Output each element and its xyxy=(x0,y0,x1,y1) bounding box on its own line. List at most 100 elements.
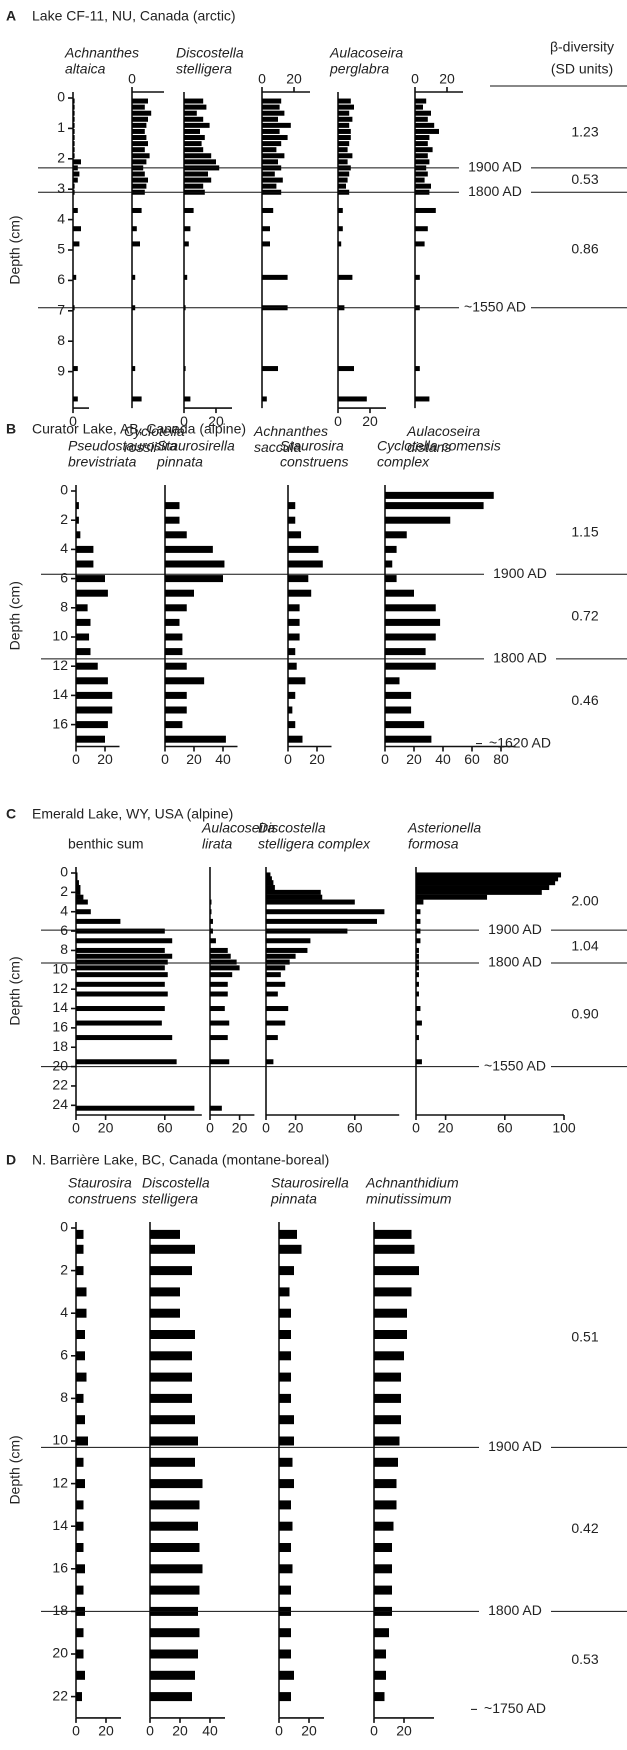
y-tick-label: 16 xyxy=(52,1019,68,1035)
taxon-name: stelligera complex xyxy=(258,836,371,852)
bar xyxy=(210,1059,230,1065)
bar xyxy=(150,1670,195,1680)
bar xyxy=(150,1415,195,1425)
panel-letter: B xyxy=(6,421,16,437)
y-tick-label: 12 xyxy=(52,657,68,673)
beta-diversity: 0.46 xyxy=(571,692,598,708)
y-tick-label: 10 xyxy=(52,1432,68,1448)
bar xyxy=(132,241,140,247)
y-tick-label: 4 xyxy=(60,540,68,556)
x-tick-label: 0 xyxy=(72,1723,80,1739)
bar xyxy=(165,545,213,553)
bar xyxy=(73,171,80,177)
bar xyxy=(338,116,353,122)
bar xyxy=(150,1564,203,1574)
bar xyxy=(338,274,353,280)
label-bg xyxy=(484,565,556,584)
taxon-name: construens xyxy=(280,454,348,470)
bar xyxy=(338,110,350,116)
bar xyxy=(374,1500,397,1510)
bar xyxy=(416,972,419,978)
bar xyxy=(76,894,84,900)
bar xyxy=(279,1521,293,1531)
x-tick-label: 20 xyxy=(232,1120,248,1136)
panel-title: Emerald Lake, WY, USA (alpine) xyxy=(32,806,233,822)
bar xyxy=(210,1020,230,1026)
bar xyxy=(415,274,420,280)
beta-diversity: 1.04 xyxy=(571,937,598,953)
bar xyxy=(279,1436,294,1446)
bar xyxy=(210,981,228,987)
bar xyxy=(165,502,180,510)
x-tick-label: 40 xyxy=(202,1723,218,1739)
panel-letter: C xyxy=(6,806,16,822)
bar xyxy=(210,965,240,971)
bar xyxy=(76,991,168,997)
bar xyxy=(150,1287,180,1297)
bar xyxy=(262,98,282,104)
bar xyxy=(416,1059,422,1065)
taxon-name: altaica xyxy=(65,61,106,77)
bar xyxy=(76,1035,173,1041)
bar xyxy=(76,1351,85,1361)
bar xyxy=(210,1105,222,1111)
bar xyxy=(76,531,81,539)
x-tick-label: 0 xyxy=(72,1120,80,1136)
bar xyxy=(279,1308,291,1318)
bar xyxy=(76,1521,84,1531)
bar xyxy=(262,274,288,280)
bar xyxy=(150,1457,195,1467)
bar xyxy=(76,1500,84,1510)
bar xyxy=(76,1670,85,1680)
horizon-label: ~1550 AD xyxy=(464,298,526,314)
bar xyxy=(385,531,407,539)
bar xyxy=(76,889,81,895)
bar xyxy=(288,662,297,670)
bar xyxy=(266,953,296,959)
taxon-name: Aulacoseira xyxy=(201,820,275,836)
bar xyxy=(76,1020,162,1026)
x-tick-label: 60 xyxy=(157,1120,173,1136)
bar xyxy=(150,1330,195,1339)
bar xyxy=(184,116,204,122)
x-tick-label: 0 xyxy=(258,71,266,87)
bar xyxy=(288,604,300,612)
bar xyxy=(288,618,300,626)
bar xyxy=(266,1006,289,1012)
bar xyxy=(184,122,210,128)
bar xyxy=(415,159,430,165)
bar xyxy=(150,1372,192,1382)
y-tick-label: 18 xyxy=(52,1602,68,1618)
x-tick-label: 20 xyxy=(172,1723,188,1739)
taxon-name: pinnata xyxy=(270,1191,317,1207)
y-tick-label: 10 xyxy=(52,628,68,644)
bar xyxy=(266,972,281,978)
bar xyxy=(288,502,296,510)
y-tick-label: 20 xyxy=(52,1057,68,1073)
taxon-name: Discostella xyxy=(176,45,244,61)
bar xyxy=(416,880,556,886)
bar xyxy=(374,1564,392,1574)
bar xyxy=(73,177,78,183)
bar xyxy=(374,1649,386,1659)
bar xyxy=(338,153,353,159)
bar xyxy=(165,706,187,714)
bar xyxy=(165,516,180,524)
taxon-name: rossii xyxy=(124,439,158,455)
y-tick-label: 16 xyxy=(52,715,68,731)
bar xyxy=(73,104,75,110)
bar xyxy=(385,545,397,553)
bar xyxy=(210,1035,228,1041)
bar xyxy=(279,1330,291,1339)
bar xyxy=(210,972,233,978)
beta-diversity: 0.53 xyxy=(571,1651,598,1667)
x-tick-label: 20 xyxy=(208,413,224,429)
bar xyxy=(266,872,271,878)
panel-title: N. Barrière Lake, BC, Canada (montane-bo… xyxy=(32,1152,329,1168)
x-tick-label: 20 xyxy=(406,751,422,767)
bar xyxy=(76,575,105,583)
bar xyxy=(266,1020,286,1026)
y-tick-label: 3 xyxy=(57,180,65,196)
bar xyxy=(374,1330,407,1339)
bar xyxy=(374,1585,392,1595)
